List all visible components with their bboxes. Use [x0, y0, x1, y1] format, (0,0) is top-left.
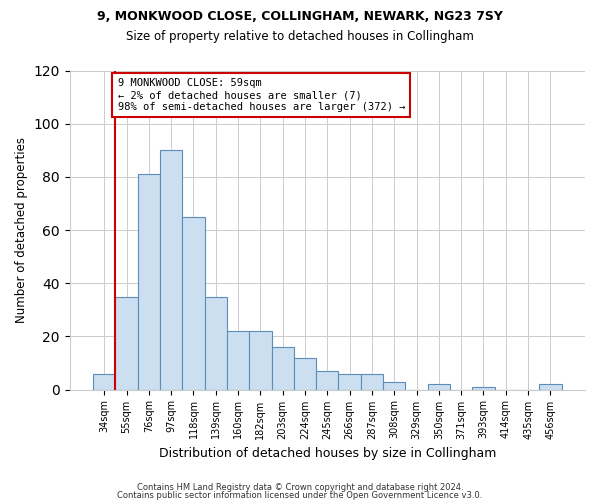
Bar — [160, 150, 182, 390]
Bar — [472, 387, 494, 390]
Bar — [249, 331, 272, 390]
X-axis label: Distribution of detached houses by size in Collingham: Distribution of detached houses by size … — [158, 447, 496, 460]
Bar — [383, 382, 406, 390]
Bar — [182, 216, 205, 390]
Y-axis label: Number of detached properties: Number of detached properties — [15, 137, 28, 323]
Bar — [272, 347, 294, 390]
Text: Contains HM Land Registry data © Crown copyright and database right 2024.: Contains HM Land Registry data © Crown c… — [137, 484, 463, 492]
Text: 9, MONKWOOD CLOSE, COLLINGHAM, NEWARK, NG23 7SY: 9, MONKWOOD CLOSE, COLLINGHAM, NEWARK, N… — [97, 10, 503, 23]
Bar — [115, 296, 137, 390]
Bar — [137, 174, 160, 390]
Text: 9 MONKWOOD CLOSE: 59sqm
← 2% of detached houses are smaller (7)
98% of semi-deta: 9 MONKWOOD CLOSE: 59sqm ← 2% of detached… — [118, 78, 405, 112]
Bar — [227, 331, 249, 390]
Text: Contains public sector information licensed under the Open Government Licence v3: Contains public sector information licen… — [118, 490, 482, 500]
Bar — [428, 384, 450, 390]
Bar — [539, 384, 562, 390]
Text: Size of property relative to detached houses in Collingham: Size of property relative to detached ho… — [126, 30, 474, 43]
Bar — [205, 296, 227, 390]
Bar — [294, 358, 316, 390]
Bar — [316, 371, 338, 390]
Bar — [361, 374, 383, 390]
Bar — [338, 374, 361, 390]
Bar — [93, 374, 115, 390]
